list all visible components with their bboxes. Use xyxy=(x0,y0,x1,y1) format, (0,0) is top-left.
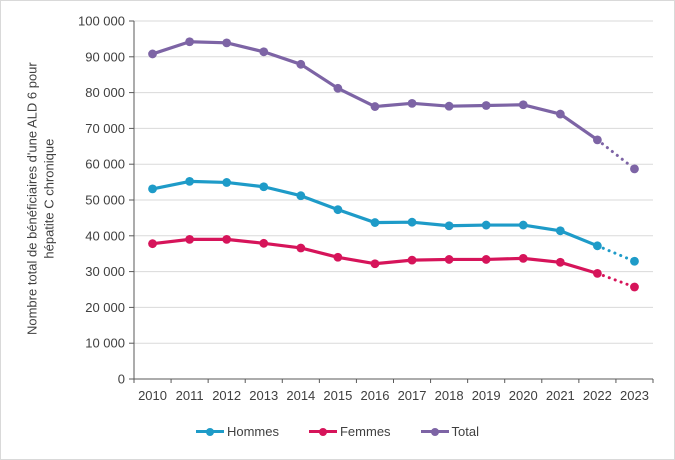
data-point-total-2020 xyxy=(518,100,528,110)
data-point-hommes-2021 xyxy=(555,226,565,236)
series-dotted-hommes xyxy=(595,244,636,263)
y-tick-label: 0 xyxy=(118,372,125,387)
data-point-hommes-2012 xyxy=(222,178,232,187)
data-point-total-2015 xyxy=(333,83,343,93)
data-point-total-2021 xyxy=(555,109,565,119)
legend-dot-icon xyxy=(318,427,327,436)
series-line-femmes xyxy=(150,237,599,275)
legend-marker-femmes xyxy=(308,427,337,436)
x-tick-label: 2015 xyxy=(323,388,352,403)
data-point-total-2014 xyxy=(296,59,306,69)
x-tick-label: 2019 xyxy=(472,388,501,403)
data-point-total-2013 xyxy=(259,47,269,57)
y-tick-label: 70 000 xyxy=(85,121,125,136)
legend-label-total: Total xyxy=(451,424,480,439)
data-point-femmes-2018 xyxy=(444,255,454,264)
x-tick-label: 2020 xyxy=(509,388,538,403)
data-point-hommes-2014 xyxy=(296,191,306,201)
legend-dot-icon xyxy=(205,427,214,436)
x-tick-label: 2021 xyxy=(546,388,575,403)
x-tick-label: 2011 xyxy=(176,388,204,403)
data-point-hommes-2016 xyxy=(370,218,380,227)
data-point-hommes-2015 xyxy=(333,205,343,215)
legend-item-femmes: Femmes xyxy=(308,424,391,439)
x-tick-label: 2016 xyxy=(361,388,390,403)
series-dotted-femmes xyxy=(595,271,636,289)
legend-marker-total xyxy=(420,427,449,436)
data-point-total-2023 xyxy=(630,164,639,174)
legend: Hommes Femmes Total xyxy=(1,424,674,439)
data-point-total-2012 xyxy=(222,38,232,48)
x-tick-label: 2017 xyxy=(398,388,427,403)
data-point-total-2018 xyxy=(444,101,454,111)
data-point-hommes-2010 xyxy=(148,184,157,194)
data-point-hommes-2023 xyxy=(630,256,639,266)
data-point-femmes-2023 xyxy=(630,282,639,292)
data-point-femmes-2020 xyxy=(518,253,528,263)
data-point-femmes-2015 xyxy=(333,252,343,262)
y-tick-label: 80 000 xyxy=(85,85,125,100)
legend-item-hommes: Hommes xyxy=(195,424,279,439)
data-point-hommes-2017 xyxy=(407,217,417,227)
data-point-femmes-2019 xyxy=(481,255,491,264)
data-point-hommes-2018 xyxy=(444,221,454,231)
x-tick-label: 2018 xyxy=(435,388,464,403)
x-tick-label: 2013 xyxy=(249,388,278,403)
y-tick-label: 90 000 xyxy=(85,49,125,64)
data-point-femmes-2011 xyxy=(185,234,195,244)
x-tick-label: 2022 xyxy=(583,388,612,403)
y-tick-label: 10 000 xyxy=(85,336,125,351)
data-point-femmes-2010 xyxy=(148,239,157,249)
data-point-femmes-2014 xyxy=(296,243,306,253)
series-dotted-total xyxy=(595,138,636,171)
legend-dot-icon xyxy=(430,427,439,436)
legend-label-hommes: Hommes xyxy=(226,424,279,439)
x-tick-label: 2010 xyxy=(138,388,167,403)
data-point-femmes-2022 xyxy=(592,268,602,278)
y-tick-label: 100 000 xyxy=(78,14,125,29)
x-tick-label: 2014 xyxy=(286,388,315,403)
data-point-femmes-2013 xyxy=(259,238,269,248)
data-point-total-2019 xyxy=(481,101,491,110)
data-point-femmes-2017 xyxy=(407,255,417,265)
legend-label-femmes: Femmes xyxy=(339,424,391,439)
y-tick-label: 60 000 xyxy=(85,157,125,172)
data-point-total-2017 xyxy=(407,98,417,108)
data-point-hommes-2013 xyxy=(259,182,269,192)
x-tick-label: 2023 xyxy=(620,388,649,403)
data-point-total-2010 xyxy=(148,49,157,59)
legend-item-total: Total xyxy=(420,424,480,439)
y-tick-label: 50 000 xyxy=(85,193,125,208)
data-point-femmes-2016 xyxy=(370,259,380,269)
data-point-femmes-2012 xyxy=(222,234,232,244)
data-point-total-2022 xyxy=(592,135,602,145)
data-point-hommes-2011 xyxy=(185,176,195,186)
data-point-hommes-2020 xyxy=(518,220,528,230)
x-tick-label: 2012 xyxy=(212,388,241,403)
data-point-hommes-2022 xyxy=(592,241,602,251)
y-tick-label: 40 000 xyxy=(85,228,125,243)
data-point-femmes-2021 xyxy=(555,257,565,267)
data-point-total-2011 xyxy=(185,37,195,47)
y-tick-label: 20 000 xyxy=(85,300,125,315)
data-point-hommes-2019 xyxy=(481,220,491,230)
data-point-total-2016 xyxy=(370,102,380,111)
y-tick-label: 30 000 xyxy=(85,264,125,279)
legend-marker-hommes xyxy=(195,427,224,436)
